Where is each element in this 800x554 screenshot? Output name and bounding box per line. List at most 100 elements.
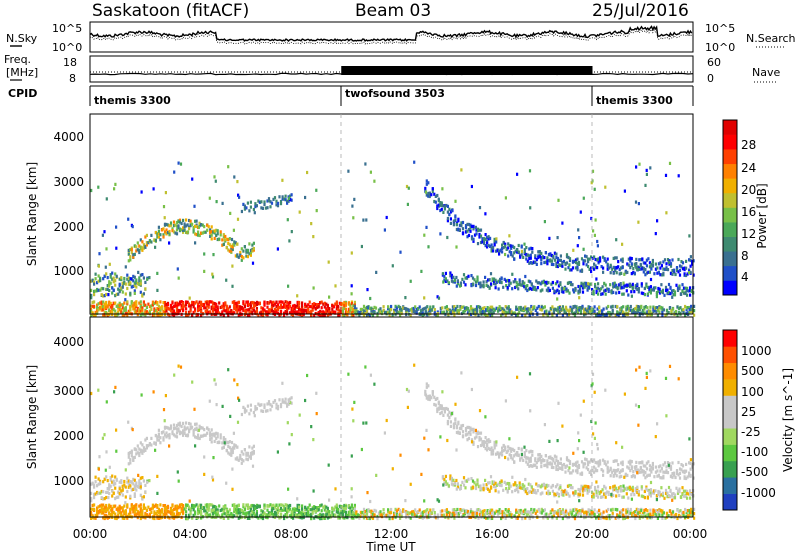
velocity-cell — [270, 509, 274, 513]
power-cell — [248, 302, 251, 307]
velocity-cell — [93, 485, 96, 489]
power-cell — [612, 282, 615, 286]
velocity-cell — [686, 475, 689, 479]
power-cell — [159, 233, 162, 237]
power-cell — [111, 271, 114, 275]
power-cell — [639, 258, 642, 262]
power-cell — [614, 266, 617, 270]
power-speckle — [99, 288, 102, 292]
velocity-cell — [473, 481, 476, 485]
velocity-cell — [133, 478, 136, 482]
velocity-cell — [106, 490, 109, 494]
power-cell — [625, 308, 628, 312]
velocity-cell — [194, 504, 197, 508]
power-cell — [507, 305, 510, 309]
velocity-cell — [615, 486, 618, 490]
velocity-cell — [611, 470, 614, 474]
power-cell — [136, 248, 139, 252]
power-cell — [545, 288, 548, 292]
power-cell — [201, 302, 204, 307]
power-cell — [487, 284, 490, 288]
power-cell — [296, 303, 299, 307]
velocity-cell — [335, 503, 338, 507]
power-cell — [513, 251, 516, 255]
velocity-cell — [533, 490, 536, 494]
power-cell — [688, 305, 691, 310]
power-speckle — [470, 184, 473, 189]
power-cell — [611, 304, 614, 308]
velocity-cell — [484, 436, 487, 440]
velocity-cell — [189, 512, 192, 516]
velocity-cell — [112, 483, 115, 487]
power-cell — [502, 246, 505, 250]
power-cell — [574, 287, 577, 291]
velocity-cell — [168, 427, 171, 431]
power-cell — [185, 310, 188, 315]
nave-trace — [90, 66, 693, 75]
velocity-cell — [290, 401, 293, 405]
velocity-cell — [141, 476, 144, 480]
velocity-cell — [586, 489, 589, 493]
power-cell — [183, 222, 186, 226]
power-cell — [251, 307, 254, 311]
power-cell — [132, 302, 135, 306]
power-speckle — [233, 175, 236, 179]
power-speckle — [215, 200, 218, 204]
power-cell — [126, 313, 129, 317]
velocity-cell — [627, 466, 630, 470]
power-cell — [567, 309, 571, 313]
power-cell — [295, 304, 298, 309]
velocity-cell — [296, 508, 299, 512]
power-cell — [102, 308, 105, 312]
velocity-cell — [142, 446, 145, 450]
velocity-cell — [106, 508, 109, 512]
velocity-cell — [163, 510, 167, 514]
power-cell — [109, 275, 112, 279]
power-cell — [150, 240, 153, 244]
power-cell — [189, 309, 192, 313]
velocity-cell — [448, 415, 451, 420]
power-cell — [598, 313, 601, 317]
velocity-cell — [615, 488, 618, 492]
power-cell — [163, 307, 167, 311]
velocity-cell — [424, 389, 427, 393]
velocity-cell — [506, 481, 509, 486]
power-cell — [136, 309, 139, 313]
velocity-cell — [114, 475, 117, 479]
power-cell — [200, 303, 203, 307]
power-cell — [442, 210, 445, 214]
velocity-cell — [597, 462, 600, 466]
velocity-cell — [470, 477, 473, 481]
power-cell — [157, 307, 160, 311]
power-cell — [479, 228, 483, 232]
power-cell — [317, 310, 320, 315]
power-cell — [206, 301, 209, 305]
power-cell — [593, 255, 596, 259]
power-cell — [195, 300, 198, 304]
velocity-cell — [582, 465, 585, 469]
power-cell — [653, 272, 656, 276]
velocity-cell — [180, 424, 183, 429]
velocity-cell — [559, 457, 562, 461]
velocity-cell — [236, 457, 239, 461]
velocity-cell — [301, 513, 304, 517]
power-cell — [222, 313, 225, 317]
power-cell — [498, 308, 501, 312]
power-cell — [200, 300, 203, 304]
velocity-cell — [469, 426, 472, 430]
power-cell — [359, 307, 362, 311]
velocity-cell — [209, 433, 212, 437]
velocity-cell — [266, 504, 269, 508]
power-speckle — [489, 272, 493, 276]
velocity-cell — [430, 396, 433, 400]
power-speckle — [373, 179, 376, 183]
power-cell — [571, 260, 575, 264]
power-cell — [138, 301, 141, 305]
velocity-cell — [279, 405, 283, 409]
velocity-cell — [515, 484, 518, 488]
velocity-cell — [242, 511, 245, 515]
power-cell — [580, 281, 583, 285]
velocity-cell — [446, 422, 449, 426]
velocity-cell — [234, 511, 237, 515]
power-cell — [275, 300, 278, 304]
